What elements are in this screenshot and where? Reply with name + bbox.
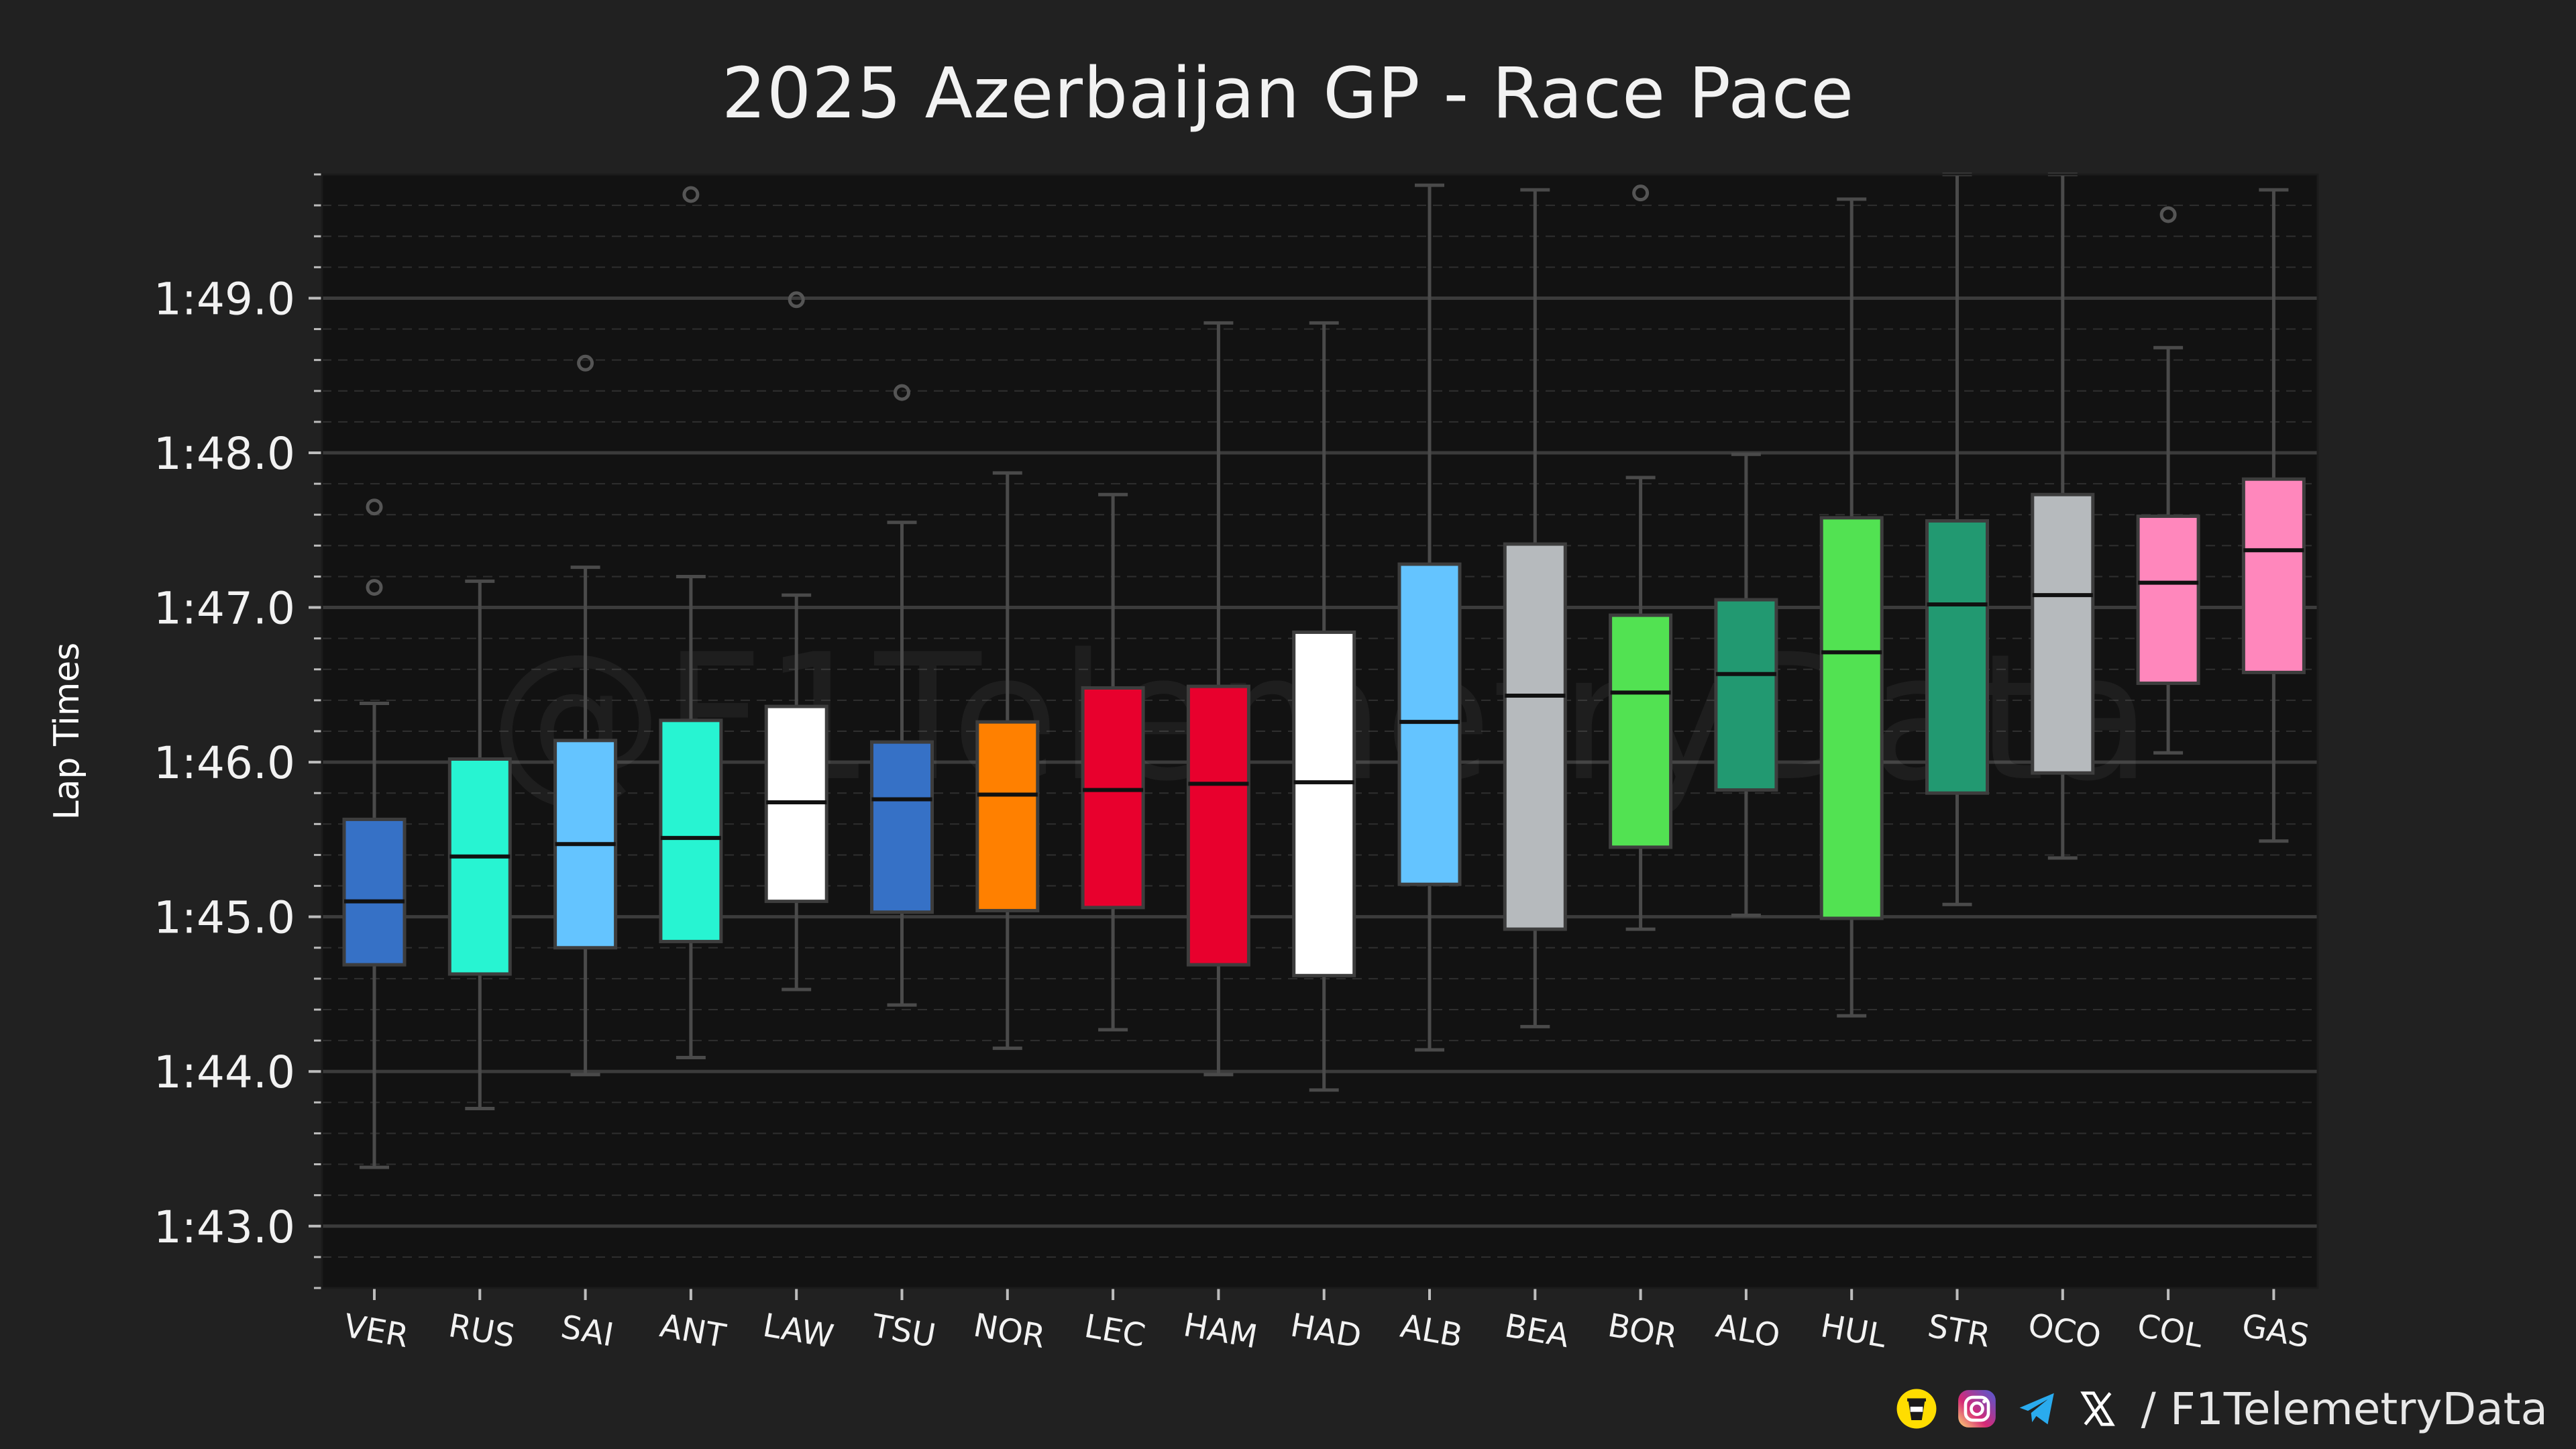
x-tick-label: ALB — [1397, 1307, 1465, 1355]
axes: 1:43.0 1:44.0 1:45.0 1:46.0 1:47.0 1:48.0 1:49… — [154, 173, 2319, 1356]
iqr-box — [659, 718, 723, 944]
x-tick-label: HAM — [1181, 1306, 1260, 1356]
box-sai — [553, 354, 618, 1077]
x-tick-label: COL — [2135, 1307, 2206, 1355]
y-tick-label: 1:43.0 — [154, 1201, 295, 1253]
iqr-box — [1609, 613, 1673, 849]
x-tick-label: VER — [341, 1307, 411, 1355]
y-tick-label: 1:49.0 — [154, 273, 295, 325]
x-tick-label: HAD — [1287, 1306, 1364, 1356]
iqr-box — [1292, 630, 1356, 977]
x-tick-label: LAW — [760, 1307, 837, 1356]
box-ver — [342, 498, 407, 1169]
box-gas — [2241, 188, 2306, 843]
x-tick-label: NOR — [971, 1306, 1048, 1356]
box-hul — [1819, 197, 1884, 1018]
box-nor — [975, 471, 1040, 1051]
box-alo — [1714, 452, 1778, 917]
footer-handle[interactable]: / F1TelemetryData — [2141, 1383, 2548, 1435]
y-axis-label: Lap Times — [47, 643, 87, 820]
buy-me-a-coffee-icon[interactable] — [1896, 1388, 1937, 1430]
iqr-box — [870, 740, 934, 914]
x-tick-label: TSU — [869, 1307, 938, 1355]
y-tick-label: 1:45.0 — [154, 892, 295, 944]
iqr-box — [975, 720, 1040, 912]
x-tick-label: OCO — [2025, 1306, 2104, 1356]
iqr-box — [2136, 515, 2200, 686]
box-law — [764, 291, 828, 991]
box-oco — [2031, 172, 2095, 860]
y-tick-label: 1:48.0 — [154, 428, 295, 480]
plot-frame — [321, 173, 2319, 1289]
box-plots — [342, 172, 2306, 1169]
box-rus — [447, 579, 512, 1111]
box-str — [1925, 172, 1989, 906]
x-tick-label: BEA — [1502, 1307, 1572, 1355]
box-had — [1292, 321, 1356, 1092]
box-lec — [1081, 492, 1145, 1032]
outlier-point — [366, 498, 383, 516]
outlier-point — [366, 579, 383, 596]
outlier-point — [682, 186, 700, 203]
x-tick-label: SAI — [558, 1308, 616, 1354]
iqr-box — [1503, 542, 1567, 931]
x-tick-label: RUS — [445, 1307, 517, 1355]
y-tick-label: 1:44.0 — [154, 1046, 295, 1098]
x-tick-label: ANT — [657, 1307, 729, 1355]
box-tsu — [870, 384, 934, 1007]
iqr-box — [2031, 492, 2095, 775]
x-tick-label: STR — [1925, 1307, 1993, 1355]
outlier-point — [2159, 206, 2177, 223]
chart-title: 2025 Azerbaijan GP - Race Pace — [721, 52, 1855, 134]
telegram-icon[interactable] — [2017, 1388, 2058, 1430]
box-alb — [1397, 183, 1462, 1052]
iqr-box — [1925, 519, 1989, 795]
box-ant — [659, 186, 723, 1059]
x-tick-label: BOR — [1605, 1307, 1680, 1356]
x-tick-label: HUL — [1818, 1307, 1889, 1355]
iqr-box — [342, 817, 407, 967]
iqr-box — [1081, 686, 1145, 910]
x-icon[interactable] — [2077, 1388, 2118, 1430]
footer-branding: / F1TelemetryData — [1896, 1382, 2548, 1436]
outlier-point — [894, 384, 910, 401]
outlier-point — [577, 354, 594, 372]
box-bea — [1503, 188, 1567, 1028]
outlier-point — [788, 291, 805, 309]
iqr-box — [447, 757, 512, 976]
x-tick-label: GAS — [2239, 1307, 2312, 1356]
iqr-box — [1186, 684, 1250, 967]
x-tick-label: LEC — [1081, 1307, 1148, 1355]
box-ham — [1186, 321, 1250, 1077]
iqr-box — [1714, 598, 1778, 792]
x-tick-label: ALO — [1713, 1307, 1783, 1355]
iqr-box — [1397, 562, 1462, 886]
instagram-icon[interactable] — [1956, 1388, 1998, 1430]
y-tick-label: 1:46.0 — [154, 737, 295, 789]
outlier-point — [1632, 184, 1650, 202]
box-bor — [1609, 184, 1673, 931]
box-col — [2136, 206, 2200, 755]
y-tick-label: 1:47.0 — [154, 583, 295, 635]
iqr-box — [1819, 516, 1884, 920]
iqr-box — [2241, 477, 2306, 674]
